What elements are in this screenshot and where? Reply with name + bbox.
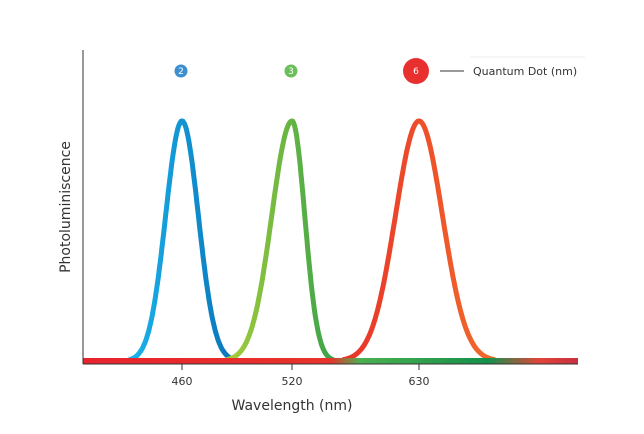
size-markers: 2 3 6 bbox=[174, 58, 429, 84]
size-marker-2 bbox=[174, 64, 188, 78]
x-axis-label: Wavelength (nm) bbox=[232, 398, 353, 414]
x-tick-label: 460 bbox=[172, 375, 193, 388]
size-marker-label: 6 bbox=[413, 67, 419, 77]
y-axis-label: Photoluminiscence bbox=[58, 141, 74, 273]
size-marker-6 bbox=[403, 58, 429, 84]
size-marker-3 bbox=[284, 64, 298, 78]
legend-label: Quantum Dot (nm) bbox=[473, 65, 577, 78]
x-axis-spectrum-bar bbox=[83, 358, 578, 364]
series-curves bbox=[127, 118, 497, 363]
x-ticks: 460 520 630 bbox=[172, 364, 430, 388]
x-tick-label: 520 bbox=[282, 375, 303, 388]
series-curve-2 bbox=[127, 118, 237, 363]
size-marker-label: 3 bbox=[288, 67, 294, 77]
x-tick-label: 630 bbox=[409, 375, 430, 388]
series-curve-6 bbox=[341, 118, 497, 363]
size-marker-label: 2 bbox=[178, 67, 184, 77]
series-curve-3 bbox=[224, 118, 336, 363]
